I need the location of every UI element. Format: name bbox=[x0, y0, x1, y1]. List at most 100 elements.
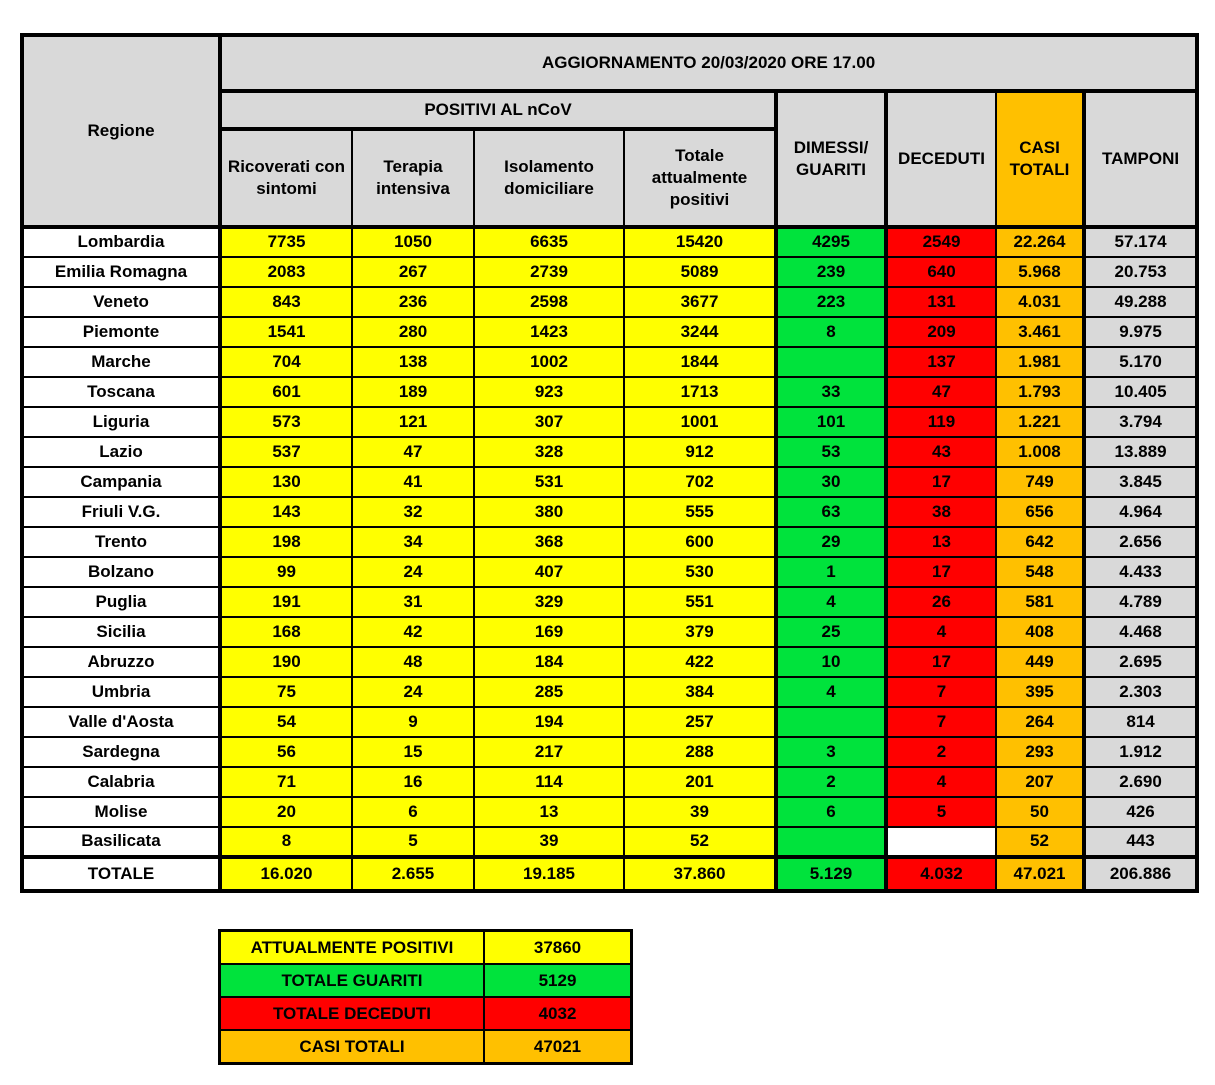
summary-value: 4032 bbox=[483, 996, 633, 1031]
value-cell: 114 bbox=[473, 766, 625, 798]
totale-value-cell: 47.021 bbox=[995, 855, 1085, 892]
value-cell: 15 bbox=[351, 736, 475, 768]
value-cell: 101 bbox=[774, 406, 888, 438]
value-cell: 814 bbox=[1081, 706, 1199, 738]
value-cell: 17 bbox=[885, 556, 997, 588]
value-cell: 601 bbox=[219, 376, 353, 408]
summary-value: 5129 bbox=[483, 963, 633, 998]
value-cell: 4.433 bbox=[1081, 556, 1199, 588]
value-cell: 749 bbox=[995, 466, 1085, 498]
table-row: Basilicata 8 5 39 52 52 443 bbox=[21, 826, 1199, 859]
value-cell: 2.695 bbox=[1081, 646, 1199, 678]
value-cell bbox=[885, 826, 997, 859]
value-cell: 13 bbox=[473, 796, 625, 828]
value-cell: 56 bbox=[219, 736, 353, 768]
value-cell: 42 bbox=[351, 616, 475, 648]
value-cell: 2083 bbox=[219, 256, 353, 288]
value-cell: 75 bbox=[219, 676, 353, 708]
region-name: Sicilia bbox=[21, 616, 222, 648]
value-cell: 2.656 bbox=[1081, 526, 1199, 558]
summary-label: CASI TOTALI bbox=[218, 1029, 485, 1065]
value-cell: 1.008 bbox=[995, 436, 1085, 468]
value-cell: 131 bbox=[885, 286, 997, 318]
value-cell: 288 bbox=[623, 736, 777, 768]
value-cell: 2 bbox=[885, 736, 997, 768]
summary-row: CASI TOTALI 47021 bbox=[218, 1029, 633, 1065]
region-name: Marche bbox=[21, 346, 222, 378]
value-cell: 34 bbox=[351, 526, 475, 558]
table-row: Sardegna 56 15 217 288 3 2 293 1.912 bbox=[21, 736, 1199, 768]
table-row: Emilia Romagna 2083 267 2739 5089 239 640 5.968… bbox=[21, 256, 1199, 288]
value-cell: 640 bbox=[885, 256, 997, 288]
value-cell bbox=[774, 706, 888, 738]
totale-value-cell: 5.129 bbox=[774, 855, 888, 892]
value-cell: 368 bbox=[473, 526, 625, 558]
value-cell: 130 bbox=[219, 466, 353, 498]
value-cell: 307 bbox=[473, 406, 625, 438]
value-cell: 600 bbox=[623, 526, 777, 558]
summary-label: TOTALE DECEDUTI bbox=[218, 996, 485, 1031]
isolamento-header: Isolamento domiciliare bbox=[473, 128, 625, 229]
value-cell: 7 bbox=[885, 706, 997, 738]
table-row: Valle d'Aosta 54 9 194 257 7 264 814 bbox=[21, 706, 1199, 738]
value-cell: 38 bbox=[885, 496, 997, 528]
table-row: Piemonte 1541 280 1423 3244 8 209 3.461 9.975 bbox=[21, 316, 1199, 348]
value-cell: 53 bbox=[774, 436, 888, 468]
totale-value-cell: 16.020 bbox=[219, 855, 353, 892]
value-cell: 4.964 bbox=[1081, 496, 1199, 528]
value-cell: 189 bbox=[351, 376, 475, 408]
value-cell: 22.264 bbox=[995, 226, 1085, 258]
value-cell: 4 bbox=[885, 616, 997, 648]
value-cell: 10.405 bbox=[1081, 376, 1199, 408]
region-name: Lombardia bbox=[21, 226, 222, 258]
value-cell: 48 bbox=[351, 646, 475, 678]
value-cell: 5 bbox=[885, 796, 997, 828]
value-cell: 1.793 bbox=[995, 376, 1085, 408]
value-cell: 8 bbox=[219, 826, 353, 859]
value-cell: 31 bbox=[351, 586, 475, 618]
region-name: Calabria bbox=[21, 766, 222, 798]
region-name: Valle d'Aosta bbox=[21, 706, 222, 738]
value-cell: 169 bbox=[473, 616, 625, 648]
value-cell: 408 bbox=[995, 616, 1085, 648]
value-cell: 2739 bbox=[473, 256, 625, 288]
value-cell: 422 bbox=[623, 646, 777, 678]
region-name: Sardegna bbox=[21, 736, 222, 768]
deceduti-header: DECEDUTI bbox=[885, 90, 997, 229]
value-cell: 4295 bbox=[774, 226, 888, 258]
value-cell: 704 bbox=[219, 346, 353, 378]
value-cell: 121 bbox=[351, 406, 475, 438]
value-cell: 656 bbox=[995, 496, 1085, 528]
value-cell: 4 bbox=[885, 766, 997, 798]
table-row: Puglia 191 31 329 551 4 26 581 4.789 bbox=[21, 586, 1199, 618]
value-cell: 20.753 bbox=[1081, 256, 1199, 288]
value-cell: 49.288 bbox=[1081, 286, 1199, 318]
value-cell: 239 bbox=[774, 256, 888, 288]
value-cell: 119 bbox=[885, 406, 997, 438]
value-cell: 13.889 bbox=[1081, 436, 1199, 468]
table-row: Friuli V.G. 143 32 380 555 63 38 656 4.964 bbox=[21, 496, 1199, 528]
value-cell: 39 bbox=[473, 826, 625, 859]
table-row: Campania 130 41 531 702 30 17 749 3.845 bbox=[21, 466, 1199, 498]
value-cell: 395 bbox=[995, 676, 1085, 708]
value-cell: 30 bbox=[774, 466, 888, 498]
region-name: Trento bbox=[21, 526, 222, 558]
value-cell: 191 bbox=[219, 586, 353, 618]
value-cell: 71 bbox=[219, 766, 353, 798]
value-cell: 5.170 bbox=[1081, 346, 1199, 378]
value-cell: 4 bbox=[774, 676, 888, 708]
positivi-group-header: POSITIVI AL nCoV bbox=[219, 90, 777, 131]
value-cell: 537 bbox=[219, 436, 353, 468]
value-cell: 5.968 bbox=[995, 256, 1085, 288]
totale-value-cell: 4.032 bbox=[885, 855, 997, 892]
table-row: Umbria 75 24 285 384 4 7 395 2.303 bbox=[21, 676, 1199, 708]
table-row: Lombardia 7735 1050 6635 15420 4295 2549 22.264… bbox=[21, 226, 1199, 258]
table-row: Marche 704 138 1002 1844 137 1.981 5.170 bbox=[21, 346, 1199, 378]
value-cell: 24 bbox=[351, 676, 475, 708]
value-cell: 1423 bbox=[473, 316, 625, 348]
value-cell: 198 bbox=[219, 526, 353, 558]
totale-positivi-header: Totale attualmente positivi bbox=[623, 128, 777, 229]
value-cell: 5089 bbox=[623, 256, 777, 288]
value-cell: 39 bbox=[623, 796, 777, 828]
